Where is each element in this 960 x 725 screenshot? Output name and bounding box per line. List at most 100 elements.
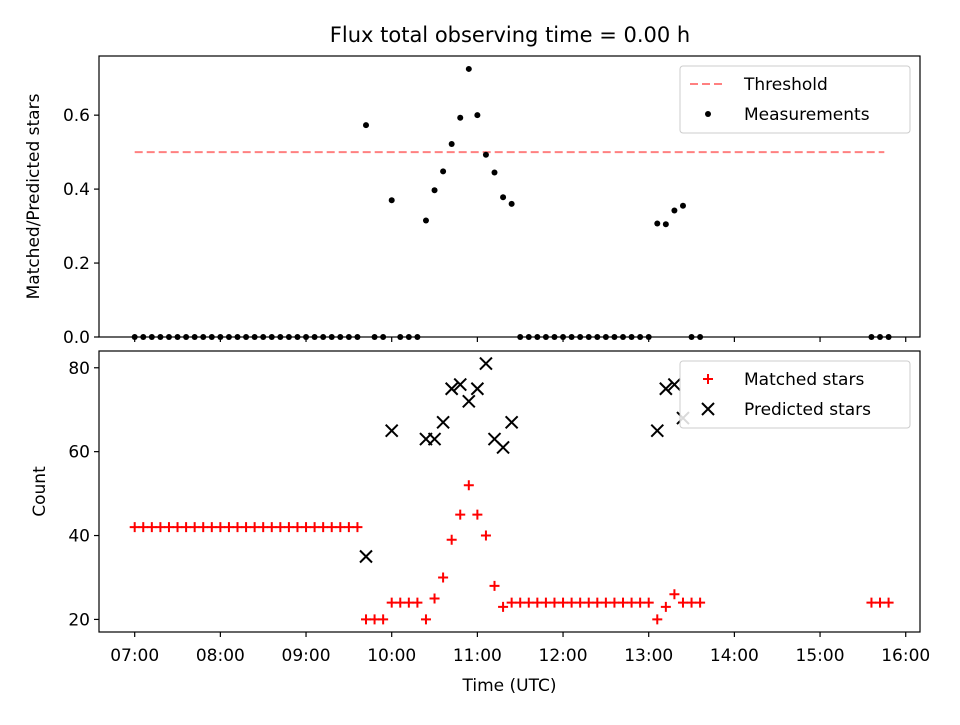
matched-stars-point <box>600 597 611 608</box>
matched-stars-point <box>266 522 277 533</box>
matched-stars-point <box>129 522 140 533</box>
matched-stars-point <box>455 509 466 520</box>
count-panel: 20 40 60 80 07:00 08:00 09:00 10:00 11:00 12:00 13… <box>30 350 930 696</box>
measurements-point <box>208 334 215 340</box>
y-axis-label: Count <box>30 466 50 517</box>
x-tick-label: 10:00 <box>367 646 416 666</box>
measurements-point <box>688 334 695 340</box>
legend-measurements-label: Measurements <box>744 105 870 125</box>
matched-stars-point <box>138 522 149 533</box>
y-tick-label: 0.0 <box>63 328 90 348</box>
matched-stars-point <box>575 597 586 608</box>
measurements-point <box>183 334 190 340</box>
measurements-point <box>482 151 489 158</box>
matched-stars-point <box>275 522 286 533</box>
matched-stars-point <box>583 597 594 608</box>
measurements-point <box>679 202 686 209</box>
measurements-point <box>191 334 198 340</box>
measurements-point <box>397 334 404 340</box>
legend: Matched stars Predicted stars <box>679 360 911 429</box>
x-tick-label: 07:00 <box>110 646 159 666</box>
x-tick-label: 16:00 <box>881 646 930 666</box>
measurements-point <box>320 334 327 340</box>
measurements-point <box>457 114 464 121</box>
ratio-panel: 0.0 0.2 0.4 0.6 Matched/Predicted stars Thres… <box>24 55 921 348</box>
matched-stars-point <box>686 597 697 608</box>
matched-stars-point <box>695 597 706 608</box>
measurements-point <box>534 334 541 340</box>
measurements-point <box>577 334 584 340</box>
measurements-point <box>645 334 652 340</box>
matched-stars-point <box>463 480 474 491</box>
legend-box <box>679 360 911 429</box>
x-tick-label: 14:00 <box>710 646 759 666</box>
measurements-point <box>525 334 532 340</box>
measurements-point <box>594 334 601 340</box>
matched-stars-point <box>223 522 234 533</box>
measurements-point <box>131 334 138 340</box>
matched-stars-point <box>309 522 320 533</box>
predicted-stars-point <box>504 415 519 430</box>
predicted-stars-point <box>650 423 664 438</box>
matched-stars-point <box>592 597 603 608</box>
predicted-stars-point <box>453 377 467 392</box>
predicted-stars-point <box>444 382 459 396</box>
measurements-point <box>243 334 250 340</box>
predicted-stars-point <box>359 549 373 564</box>
x-tick-label: 15:00 <box>796 646 845 666</box>
measurements-point <box>414 334 421 340</box>
matched-stars-point <box>566 597 577 608</box>
measurements-point <box>422 217 429 224</box>
matched-stars-point <box>412 597 423 608</box>
measurements-point <box>440 168 447 175</box>
measurements-point <box>148 334 155 340</box>
matched-stars-point <box>498 601 509 612</box>
matched-stars-point <box>395 597 406 608</box>
measurements-point <box>165 334 172 340</box>
matched-stars-point <box>292 522 303 533</box>
x-tick-label: 09:00 <box>282 646 331 666</box>
matched-stars-point <box>189 522 200 533</box>
predicted-stars-point <box>462 394 476 409</box>
measurements-point <box>371 334 378 340</box>
measurements-point <box>697 334 704 340</box>
predicted-stars-point <box>659 382 673 396</box>
matched-stars-point <box>318 522 329 533</box>
measurements-point <box>303 334 310 340</box>
measurements-point <box>388 197 395 204</box>
predicted-stars-point <box>427 432 442 446</box>
matched-stars-point <box>643 597 654 608</box>
y-tick-label: 0.6 <box>63 106 90 126</box>
measurements-point <box>517 334 524 340</box>
measurements-point <box>885 334 892 340</box>
y-axis-label: Matched/Predicted stars <box>24 93 44 299</box>
matched-stars-point <box>429 593 440 604</box>
x-tick-label: 11:00 <box>453 646 502 666</box>
matched-stars-point <box>480 530 491 541</box>
matched-stars-point <box>677 597 688 608</box>
matched-stars-point <box>403 597 414 608</box>
measurements-point <box>268 334 275 340</box>
matched-stars-point <box>635 597 646 608</box>
measurements-point <box>560 334 567 340</box>
matched-stars-point <box>155 522 166 533</box>
matched-stars-point <box>446 534 457 545</box>
matched-stars-point <box>660 601 671 612</box>
measurements-point <box>491 169 498 176</box>
legend: Threshold Measurements <box>679 65 911 134</box>
measurements-point <box>140 334 147 340</box>
matched-stars-point <box>540 597 551 608</box>
y-tick-label: 20 <box>68 610 90 630</box>
y-tick-label: 80 <box>68 359 90 379</box>
measurements-point <box>568 334 575 340</box>
x-tick-label: 08:00 <box>196 646 245 666</box>
matched-stars-point <box>352 522 363 533</box>
measurements-point <box>542 334 549 340</box>
matched-stars-point <box>626 597 637 608</box>
matched-stars-point <box>241 522 252 533</box>
matched-stars-point <box>172 522 183 533</box>
measurements-point <box>328 334 335 340</box>
measurements-point <box>508 200 515 207</box>
measurements-point <box>277 334 284 340</box>
matched-stars-point <box>669 589 680 600</box>
